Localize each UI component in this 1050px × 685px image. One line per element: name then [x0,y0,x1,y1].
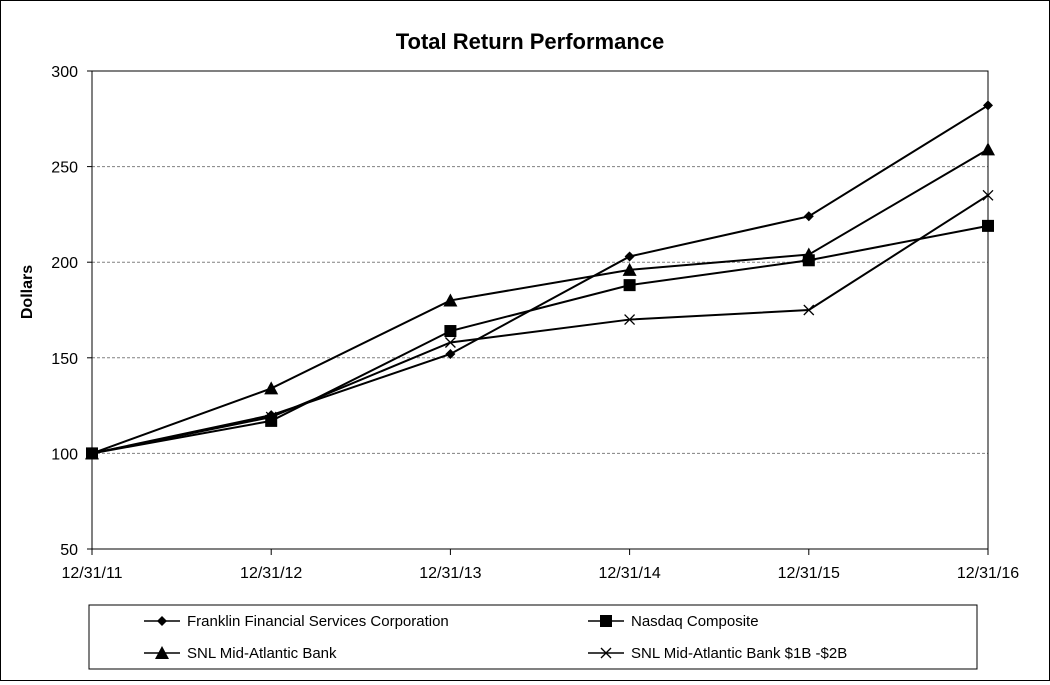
series-3 [85,142,995,460]
x-tick-label: 12/31/11 [61,565,122,582]
series-line [91,148,989,455]
series-4 [86,189,994,459]
plot-area [91,70,989,550]
data-point [624,251,635,262]
series-line [91,104,989,455]
legend-marker [600,647,612,659]
data-point [443,293,458,307]
data-point [803,211,814,222]
series-line [91,194,989,455]
legend: Franklin Financial Services Corporation N… [88,604,978,670]
x-tick-label: 12/31/14 [598,565,660,582]
data-point [803,304,815,316]
data-point [981,142,995,156]
x-tick-label: 12/31/12 [240,565,302,582]
legend-entry: SNL Mid-Atlantic Bank $1B -$2B [588,645,847,662]
gridlines [92,166,988,454]
data-point [982,189,994,201]
data-point [86,447,98,459]
legend-label: SNL Mid-Atlantic Bank [187,645,337,662]
data-point [445,348,456,359]
x-tick-label: 12/31/13 [419,565,481,582]
data-point [624,314,636,326]
legend-marker [155,646,169,659]
legend-label: Franklin Financial Services Corporation [187,613,449,630]
y-tick-label: 100 [51,446,78,463]
y-tick-label: 250 [51,160,78,177]
series-line [91,224,989,455]
data-point [444,337,456,348]
series-layer [85,100,995,460]
y-tick-label: 50 [60,542,78,559]
legend-label: Nasdaq Composite [631,613,759,630]
legend-marker [600,615,612,627]
y-tick-label: 200 [51,255,78,272]
axes: 50 100 150 200 250 300 12/31/11 12/31/12 12/31/1… [51,64,1019,582]
data-point [982,219,994,232]
series-2 [86,219,994,460]
legend-entry: Franklin Financial Services Corporation [144,613,449,630]
data-point [801,247,816,261]
x-tick-label: 12/31/15 [778,565,840,582]
legend-box [88,604,978,670]
data-point [265,411,277,423]
data-point [983,100,993,111]
legend-marker [157,616,167,626]
y-tick-label: 300 [51,64,78,81]
chart-title: Total Return Performance [396,29,665,54]
data-point [623,279,636,292]
data-point [444,325,457,338]
legend-entry: SNL Mid-Atlantic Bank [144,645,337,662]
legend-entry: Nasdaq Composite [588,613,759,630]
x-tick-label: 12/31/16 [957,565,1019,582]
data-point [264,381,279,395]
legend-label: SNL Mid-Atlantic Bank $1B -$2B [631,645,847,662]
y-tick-label: 150 [51,351,78,368]
data-point [622,262,637,276]
y-axis-label: Dollars [19,265,36,319]
